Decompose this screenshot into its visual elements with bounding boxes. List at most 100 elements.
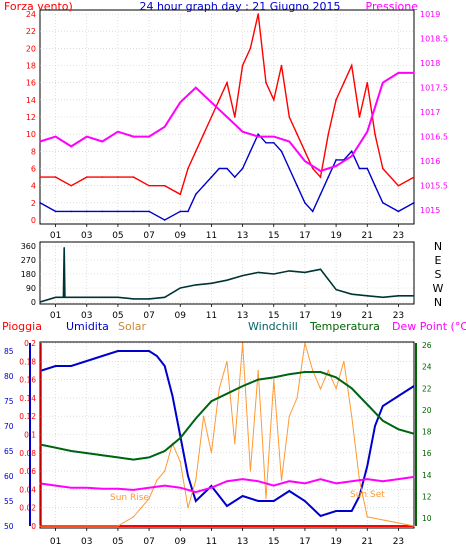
data-point	[351, 416, 352, 417]
data-point	[180, 461, 181, 462]
data-point	[296, 185, 298, 187]
y-temp-tick-label: 14	[422, 471, 432, 480]
data-point	[382, 82, 384, 84]
data-point	[86, 211, 88, 213]
wind-label: Forza vento)	[4, 0, 73, 13]
data-point	[351, 481, 352, 482]
y-right-tick-label: 1016	[420, 157, 440, 166]
y-right-tick-label: 1018	[420, 59, 440, 68]
data-point	[273, 273, 274, 274]
data-point	[312, 168, 314, 170]
data-point	[413, 433, 414, 434]
data-point	[55, 136, 57, 138]
data-point	[218, 168, 220, 170]
data-point	[374, 133, 376, 135]
data-point	[413, 72, 415, 74]
data-point	[195, 491, 196, 492]
data-point	[304, 160, 306, 162]
x-tick-label: 09	[175, 311, 187, 321]
data-point	[102, 355, 103, 356]
data-point	[102, 211, 104, 213]
data-point	[281, 480, 282, 481]
series-wind-direction	[40, 248, 414, 302]
panel-wind-pressure: Forza vento) 24 hour graph day : 21 Giug…	[4, 0, 448, 241]
x-tick-label: 13	[237, 537, 248, 547]
data-point	[71, 450, 72, 451]
data-point	[64, 247, 65, 248]
data-point	[366, 168, 368, 170]
data-point	[164, 471, 165, 472]
data-point	[320, 478, 321, 479]
data-point	[335, 289, 336, 290]
x-tick-label: 11	[206, 311, 217, 321]
data-point	[320, 170, 322, 172]
data-point	[351, 155, 353, 157]
data-point	[187, 168, 189, 170]
y-humidity-tick-label: 70	[4, 422, 14, 431]
data-point	[156, 480, 157, 481]
data-point	[195, 500, 196, 501]
series-pressione	[40, 73, 414, 171]
data-point	[250, 151, 252, 153]
data-point	[374, 425, 375, 426]
data-point	[320, 388, 321, 389]
y-left-tick-label: 180	[21, 270, 36, 279]
y-left-tick-label: 360	[21, 242, 36, 251]
dewpoint-label: Dew Point (°C)	[392, 320, 466, 333]
data-point	[148, 487, 149, 488]
data-point	[413, 176, 415, 178]
chart-title: 24 hour graph day : 21 Giugno 2015	[139, 0, 340, 13]
data-point	[133, 350, 134, 351]
data-point	[312, 370, 313, 371]
data-point	[328, 370, 329, 371]
y-right-tick-label: 1018.5	[420, 35, 448, 44]
data-point	[133, 176, 135, 178]
data-point	[71, 487, 72, 488]
compass-label: E	[435, 254, 442, 267]
data-point	[257, 13, 259, 15]
y-left-tick-label: 270	[21, 256, 36, 265]
data-point	[55, 485, 56, 486]
data-point	[343, 361, 344, 362]
data-point	[156, 355, 157, 356]
data-point	[242, 131, 244, 133]
data-point	[367, 516, 368, 517]
data-point	[164, 219, 166, 221]
data-point	[86, 453, 87, 454]
data-point	[133, 489, 134, 490]
data-point	[335, 510, 336, 511]
data-point	[226, 505, 227, 506]
y-left-tick-label: 4	[31, 182, 36, 191]
x-tick-label: 05	[112, 537, 123, 547]
data-point	[117, 211, 119, 213]
data-point	[242, 168, 244, 170]
data-point	[250, 48, 252, 50]
y-humidity-tick-label: 85	[4, 347, 14, 356]
y-temp-tick-label: 12	[422, 492, 432, 501]
data-point	[351, 65, 353, 67]
data-point	[296, 133, 298, 135]
data-point	[133, 211, 135, 213]
y-left-tick-label: 12	[26, 113, 36, 122]
data-point	[195, 284, 196, 285]
data-point	[258, 370, 259, 371]
data-point	[289, 374, 290, 375]
x-tick-label: 13	[237, 311, 248, 321]
temperatura-label: Temperatura	[309, 320, 380, 333]
data-point	[71, 297, 72, 298]
data-point	[359, 168, 361, 170]
data-point	[164, 126, 166, 128]
data-point	[312, 211, 314, 213]
data-point	[335, 483, 336, 484]
data-point	[148, 457, 149, 458]
data-point	[164, 365, 165, 366]
data-point	[117, 350, 118, 351]
data-point	[320, 176, 322, 178]
pioggia-label: Pioggia	[2, 320, 42, 333]
data-point	[258, 272, 259, 273]
data-point	[211, 101, 213, 103]
data-point	[211, 283, 212, 284]
data-point	[179, 193, 181, 195]
data-point	[242, 495, 243, 496]
